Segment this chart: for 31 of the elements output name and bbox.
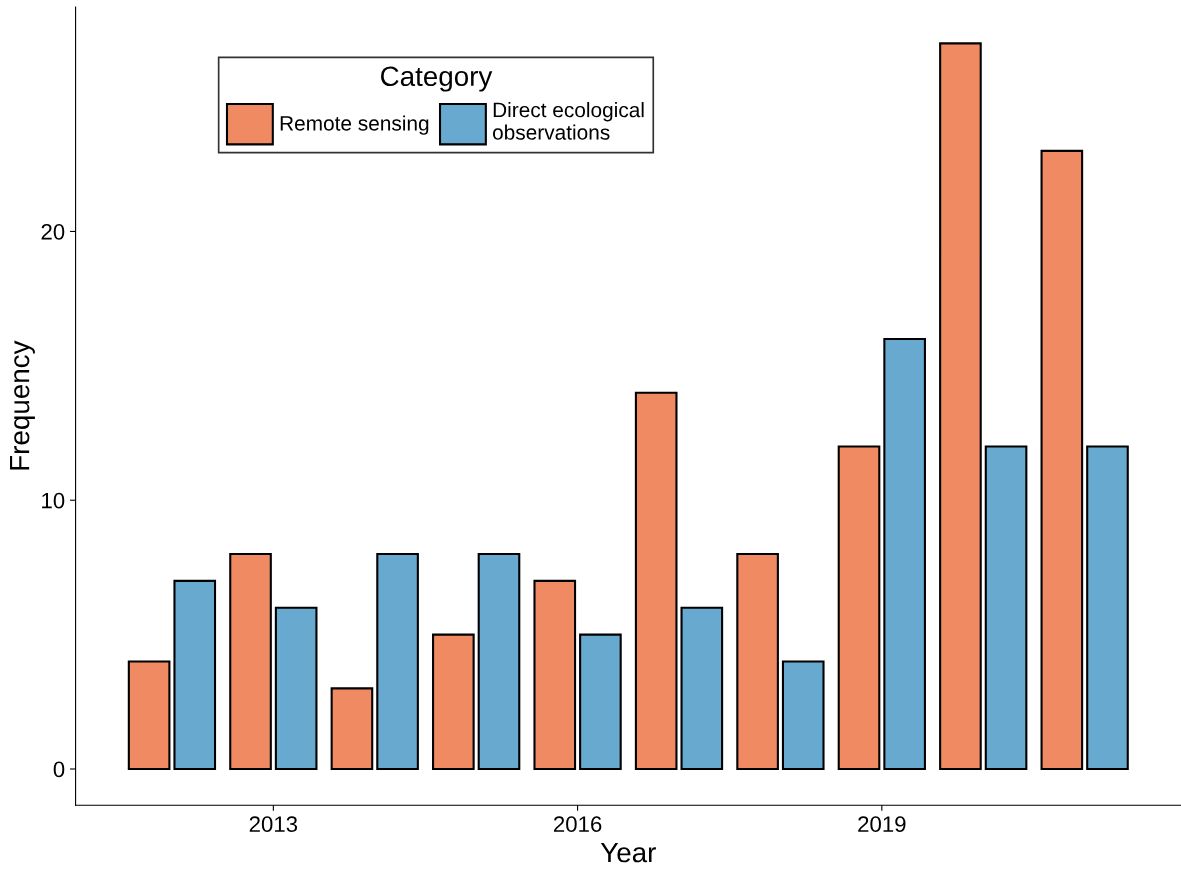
bar: [781, 660, 825, 771]
bar: [477, 552, 521, 771]
y-tick-label: 10: [42, 492, 65, 509]
bar: [883, 337, 926, 771]
bar: [330, 687, 374, 771]
x-tick-label: 2013: [249, 816, 298, 833]
bar: [984, 445, 1028, 771]
bar: [432, 633, 475, 771]
x-tick-label: 2019: [858, 816, 906, 833]
bar: [173, 579, 217, 771]
x-tick-label: 2016: [553, 816, 602, 833]
y-tick-label: 20: [41, 224, 65, 240]
y-axis-title: Frequency: [10, 340, 35, 470]
bar: [274, 606, 318, 771]
bar: [939, 42, 982, 771]
bar: [127, 660, 171, 771]
legend-label: Direct ecological observations: [492, 102, 644, 140]
x-axis-title: Year: [600, 842, 656, 863]
legend-title: Category: [381, 66, 493, 92]
bar: [376, 552, 419, 771]
bar: [837, 445, 881, 771]
bar: [680, 606, 724, 771]
bar: [634, 391, 678, 771]
bar: [533, 579, 577, 771]
y-tick-label: 0: [53, 761, 65, 778]
legend-label: Remote sensing: [280, 115, 429, 135]
bar: [1086, 445, 1129, 771]
bar: [579, 633, 622, 771]
bar: [736, 552, 779, 771]
bar: [229, 552, 272, 771]
bar: [1040, 149, 1084, 771]
